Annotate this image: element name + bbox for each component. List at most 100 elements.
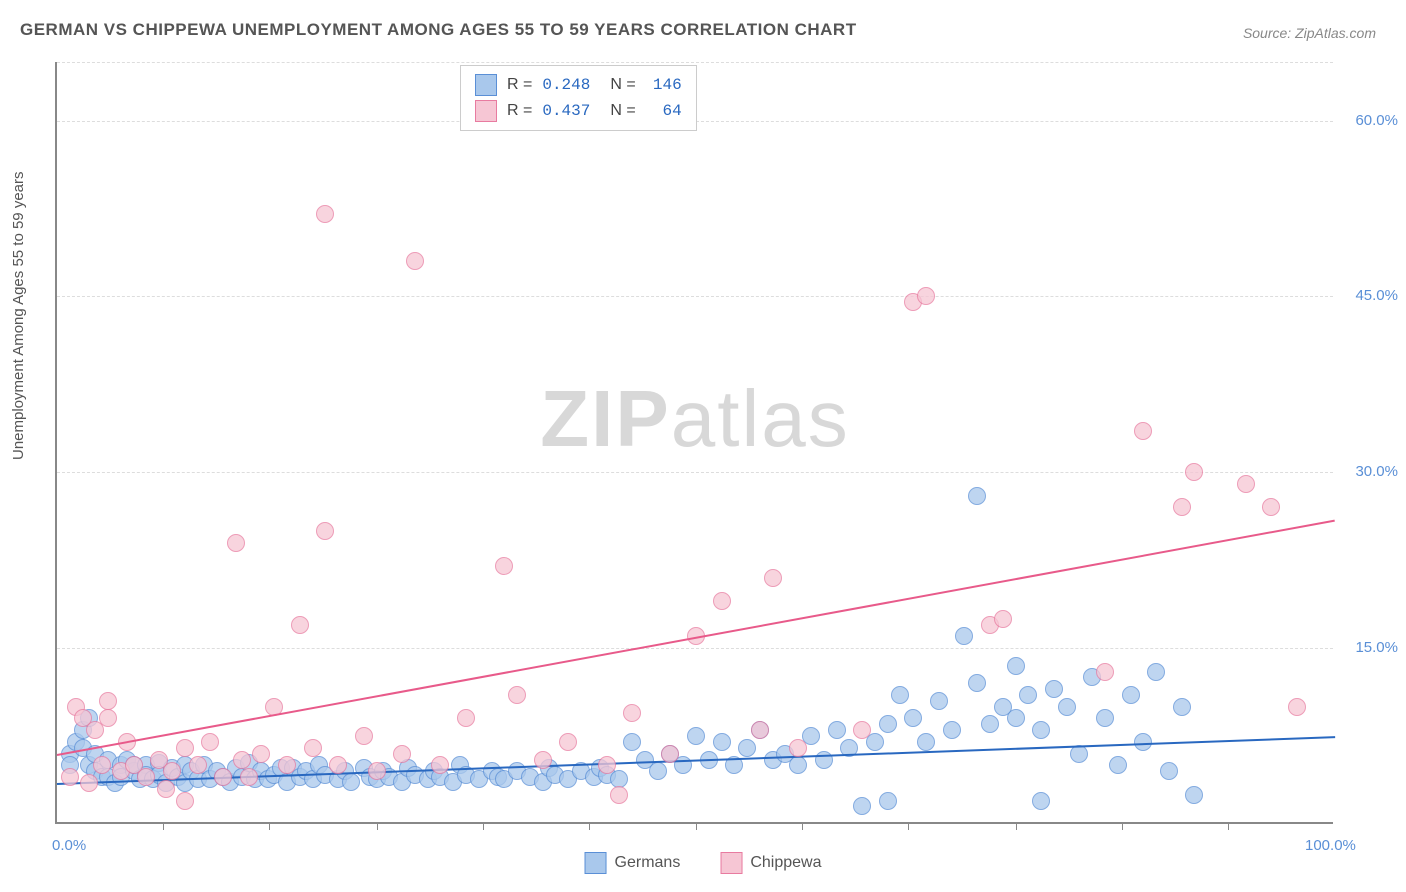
y-axis-label: Unemployment Among Ages 55 to 59 years [10,171,27,460]
source-attribution: Source: ZipAtlas.com [1243,25,1376,41]
gridline-h [57,648,1333,649]
scatter-point [1109,756,1127,774]
stats-row: R =0.248N =146 [475,72,682,98]
scatter-point [1185,786,1203,804]
correlation-stats-legend: R = 0.248 N = 146 R = 0.437 N = 64 [460,65,697,131]
scatter-point [751,721,769,739]
scatter-point [316,522,334,540]
y-tick-label: 45.0% [1355,287,1398,304]
scatter-point [853,721,871,739]
scatter-point [176,739,194,757]
scatter-point [891,686,909,704]
scatter-point [828,721,846,739]
scatter-point [610,786,628,804]
x-tick [589,822,590,830]
scatter-point [316,205,334,223]
scatter-point [1019,686,1037,704]
stats-row: R = 0.437 N = 64 [475,98,682,124]
legend-swatch [585,852,607,874]
legend-item: Chippewa [720,852,821,874]
scatter-point [1262,498,1280,516]
scatter-point [598,756,616,774]
stat-r-label: R = [507,76,532,94]
x-tick [377,822,378,830]
scatter-point [80,774,98,792]
scatter-point [342,773,360,791]
scatter-point [1147,663,1165,681]
scatter-point [853,797,871,815]
scatter-point [278,756,296,774]
scatter-point [233,751,251,769]
scatter-point [917,287,935,305]
scatter-point [252,745,270,763]
scatter-point [214,768,232,786]
scatter-point [623,733,641,751]
stat-r-value: 0.248 [542,76,590,94]
scatter-point [687,727,705,745]
gridline-h [57,296,1333,297]
scatter-point [789,756,807,774]
scatter-point [495,557,513,575]
legend-label: Germans [615,854,681,872]
stat-n-label: N = [610,102,635,120]
scatter-point [457,709,475,727]
scatter-point [1160,762,1178,780]
scatter-point [1237,475,1255,493]
y-tick-label: 15.0% [1355,639,1398,656]
stat-r-value: 0.437 [542,102,590,120]
scatter-point [1032,792,1050,810]
scatter-point [99,709,117,727]
scatter-point [713,733,731,751]
scatter-point [406,252,424,270]
scatter-point [1122,686,1140,704]
scatter-point [1096,663,1114,681]
scatter-point [764,569,782,587]
scatter-point [879,715,897,733]
x-tick [1228,822,1229,830]
scatter-point [738,739,756,757]
scatter-point [163,762,181,780]
scatter-point [1134,422,1152,440]
y-tick-label: 30.0% [1355,463,1398,480]
scatter-point [994,610,1012,628]
scatter-point [815,751,833,769]
scatter-point [508,686,526,704]
stat-n-value: 64 [646,102,682,120]
scatter-point [534,751,552,769]
scatter-point [61,768,79,786]
scatter-point [981,715,999,733]
scatter-point [1096,709,1114,727]
legend-swatch [475,74,497,96]
chart-title: GERMAN VS CHIPPEWA UNEMPLOYMENT AMONG AG… [20,20,857,40]
scatter-point [393,745,411,763]
series-legend: Germans Chippewa [585,852,822,874]
scatter-point [1288,698,1306,716]
scatter-point [789,739,807,757]
x-tick [163,822,164,830]
scatter-point [1173,698,1191,716]
x-tick [802,822,803,830]
scatter-point [176,792,194,810]
scatter-point [1173,498,1191,516]
scatter-point [649,762,667,780]
scatter-point [943,721,961,739]
scatter-point [368,762,386,780]
stat-r-label: R = [507,102,532,120]
scatter-point [201,733,219,751]
scatter-point [304,739,322,757]
legend-swatch [475,100,497,122]
scatter-point [431,756,449,774]
scatter-point [1007,709,1025,727]
scatter-point [879,792,897,810]
scatter-point [904,709,922,727]
scatter-point [157,780,175,798]
legend-swatch [720,852,742,874]
scatter-point [355,727,373,745]
legend-item: Germans [585,852,681,874]
scatter-point [955,627,973,645]
scatter-point [623,704,641,722]
x-tick-label: 0.0% [52,837,86,854]
stat-n-value: 146 [646,76,682,94]
scatter-point [291,616,309,634]
scatter-point [93,756,111,774]
